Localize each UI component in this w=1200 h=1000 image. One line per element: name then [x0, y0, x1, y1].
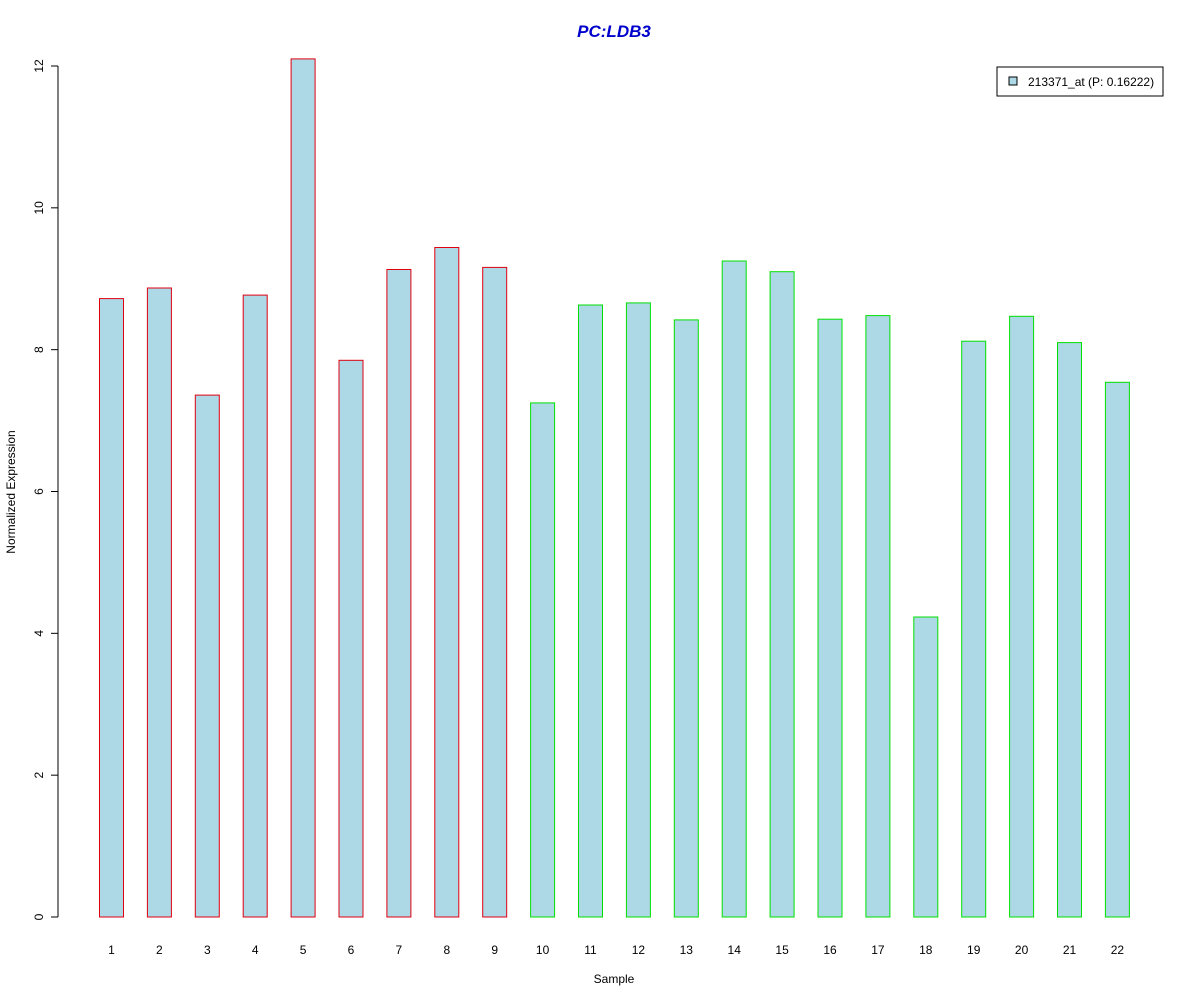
- x-axis-tick-labels: 1 2 3 4 5 6 7 8 9 10 11 12 13 14 15 16 17 18 19 20 21 22: [108, 943, 1124, 957]
- y-tick-label: 2: [32, 772, 46, 779]
- x-tick-label: 13: [680, 943, 694, 957]
- bar-sample-18: [913, 616, 939, 918]
- y-tick-label: 10: [32, 201, 46, 215]
- x-tick-label: 9: [491, 943, 498, 957]
- bar-sample-12: [625, 302, 651, 918]
- y-tick-label: 4: [32, 630, 46, 637]
- bar-sample-16: [817, 318, 843, 918]
- legend: 213371_at (P: 0.16222): [996, 66, 1164, 97]
- bar-sample-20: [1009, 315, 1035, 918]
- x-tick-label: 8: [443, 943, 450, 957]
- x-tick-label: 15: [775, 943, 789, 957]
- y-tick-label: 8: [32, 346, 46, 353]
- bar-sample-2: [146, 287, 172, 918]
- bar-sample-14: [721, 260, 747, 918]
- bar-sample-9: [482, 266, 508, 918]
- x-tick-label: 5: [300, 943, 307, 957]
- bar-sample-13: [673, 319, 699, 918]
- bar-sample-11: [578, 304, 603, 918]
- x-tick-label: 11: [584, 943, 597, 957]
- x-tick-label: 21: [1063, 943, 1077, 957]
- bar-sample-7: [386, 269, 412, 918]
- x-tick-label: 2: [156, 943, 163, 957]
- x-tick-label: 3: [204, 943, 211, 957]
- x-tick-label: 19: [967, 943, 981, 957]
- bar-sample-1: [99, 298, 124, 918]
- y-axis-label: Normalized Expression: [4, 430, 18, 553]
- bar-sample-17: [865, 315, 891, 918]
- bar-sample-22: [1104, 381, 1130, 918]
- x-tick-label: 4: [252, 943, 259, 957]
- x-tick-label: 16: [823, 943, 837, 957]
- legend-label: 213371_at (P: 0.16222): [1028, 75, 1154, 89]
- bar-sample-21: [1057, 342, 1082, 918]
- legend-swatch: [1008, 76, 1018, 86]
- x-tick-label: 6: [348, 943, 355, 957]
- x-tick-label: 10: [536, 943, 550, 957]
- x-tick-label: 12: [632, 943, 646, 957]
- bar-sample-19: [961, 340, 987, 918]
- y-tick-label: 12: [32, 59, 46, 73]
- chart-title: PC:LDB3: [577, 22, 651, 41]
- x-tick-label: 17: [871, 943, 885, 957]
- bar-sample-3: [194, 394, 220, 918]
- legend-box: [996, 66, 1164, 97]
- bars: [99, 58, 1130, 918]
- y-tick-label: 6: [32, 488, 46, 495]
- x-tick-label: 7: [396, 943, 403, 957]
- bar-sample-4: [242, 294, 268, 918]
- y-tick-label: 0: [32, 913, 46, 920]
- bar-sample-8: [434, 247, 460, 918]
- bar-sample-10: [530, 402, 556, 918]
- y-axis: 0 2 4 6 8 10 12: [32, 59, 59, 920]
- x-tick-label: 18: [919, 943, 933, 957]
- bar-sample-6: [338, 359, 364, 918]
- bar-sample-15: [769, 271, 795, 918]
- x-axis-label: Sample: [594, 972, 635, 986]
- x-tick-label: 1: [108, 943, 115, 957]
- x-tick-label: 20: [1015, 943, 1029, 957]
- x-tick-label: 14: [728, 943, 742, 957]
- x-tick-label: 22: [1111, 943, 1125, 957]
- bar-sample-5: [290, 58, 316, 918]
